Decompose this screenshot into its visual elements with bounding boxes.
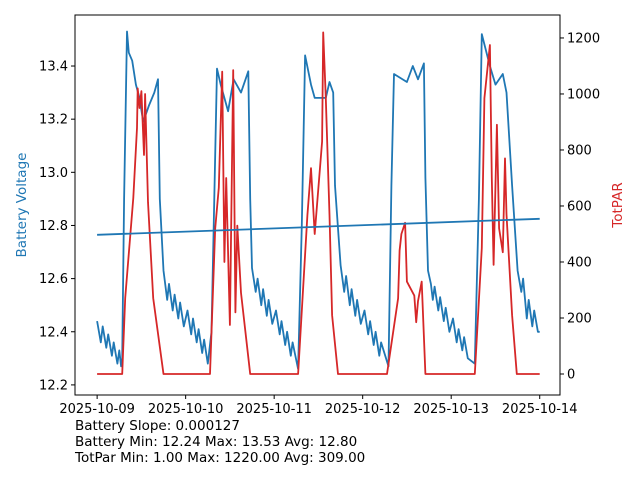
x-tick-label: 2025-10-09 <box>59 402 135 417</box>
y-left-tick-label: 13.4 <box>39 60 68 75</box>
plot-frame <box>74 14 561 396</box>
x-tick-label: 2025-10-12 <box>325 402 401 417</box>
x-tick-label: 2025-10-10 <box>148 402 224 417</box>
y-left-tick-label: 13.2 <box>39 113 68 128</box>
right-axis-label: TotPAR <box>610 182 626 228</box>
y-right-tick-label: 400 <box>567 255 592 270</box>
x-tick-label: 2025-10-11 <box>236 402 312 417</box>
y-right-tick-label: 0 <box>567 367 575 382</box>
y-right-tick-label: 600 <box>567 199 592 214</box>
battery-trend-line <box>97 217 540 236</box>
left-axis-label: Battery Voltage <box>14 153 30 258</box>
ticks-layer: 2025-10-09 2025-10-10 2025-10-11 2025-10-12… <box>39 31 600 417</box>
y-left-tick-label: 12.8 <box>39 219 68 234</box>
stat-battery: Battery Min: 12.24 Max: 13.53 Avg: 12.80 <box>75 434 357 450</box>
totpar-line <box>97 31 540 375</box>
y-right-tick-label: 1000 <box>567 87 600 102</box>
stat-par: TotPar Min: 1.00 Max: 1220.00 Avg: 309.0… <box>74 450 365 466</box>
x-tick-label: 2025-10-14 <box>502 402 578 417</box>
y-left-tick-label: 13.0 <box>39 166 68 181</box>
series-layer <box>96 30 540 375</box>
battery-voltage-line <box>96 30 540 370</box>
y-right-tick-label: 800 <box>567 143 592 158</box>
y-left-tick-label: 12.2 <box>39 378 68 393</box>
y-right-tick-label: 1200 <box>567 31 600 46</box>
stat-slope: Battery Slope: 0.000127 <box>75 418 240 434</box>
y-left-tick-label: 12.4 <box>39 325 68 340</box>
y-left-tick-label: 12.6 <box>39 272 68 287</box>
y-right-tick-label: 200 <box>567 311 592 326</box>
x-tick-label: 2025-10-13 <box>413 402 489 417</box>
